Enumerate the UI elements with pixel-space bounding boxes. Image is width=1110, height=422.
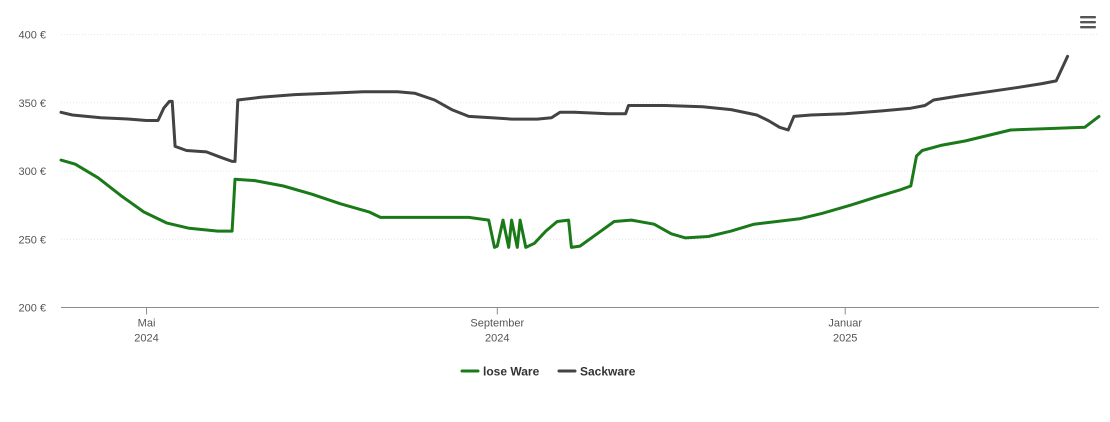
menu-button[interactable] bbox=[1074, 10, 1102, 34]
y-tick-label: 200 € bbox=[18, 303, 46, 315]
hamburger-menu-icon bbox=[1080, 16, 1096, 29]
legend-item-sackware[interactable]: Sackware bbox=[557, 365, 636, 379]
x-tick-label-year: 2025 bbox=[833, 333, 857, 345]
series-lines bbox=[59, 54, 1101, 249]
y-tick-label: 300 € bbox=[18, 166, 46, 178]
x-axis: Mai 2024 September 2024 Januar 2025 bbox=[61, 307, 1099, 345]
x-tick-label-year: 2024 bbox=[134, 333, 158, 345]
legend-label: Sackware bbox=[580, 365, 636, 379]
legend: lose Ware Sackware bbox=[460, 365, 636, 379]
x-tick-label-month: September bbox=[470, 318, 524, 330]
series-line-sackware[interactable] bbox=[59, 54, 1070, 163]
series-line-lose-ware[interactable] bbox=[59, 114, 1101, 249]
y-tick-label: 250 € bbox=[18, 234, 46, 246]
legend-label: lose Ware bbox=[483, 365, 540, 379]
legend-item-lose-ware[interactable]: lose Ware bbox=[460, 365, 540, 379]
y-tick-label: 400 € bbox=[18, 30, 46, 42]
x-tick-label-year: 2024 bbox=[485, 333, 509, 345]
x-tick-label-month: Januar bbox=[828, 318, 862, 330]
y-axis: 200 € 250 € 300 € 350 € 400 € bbox=[18, 30, 46, 315]
x-tick-label-month: Mai bbox=[138, 318, 156, 330]
grid-lines bbox=[61, 34, 1099, 240]
y-tick-label: 350 € bbox=[18, 98, 46, 110]
